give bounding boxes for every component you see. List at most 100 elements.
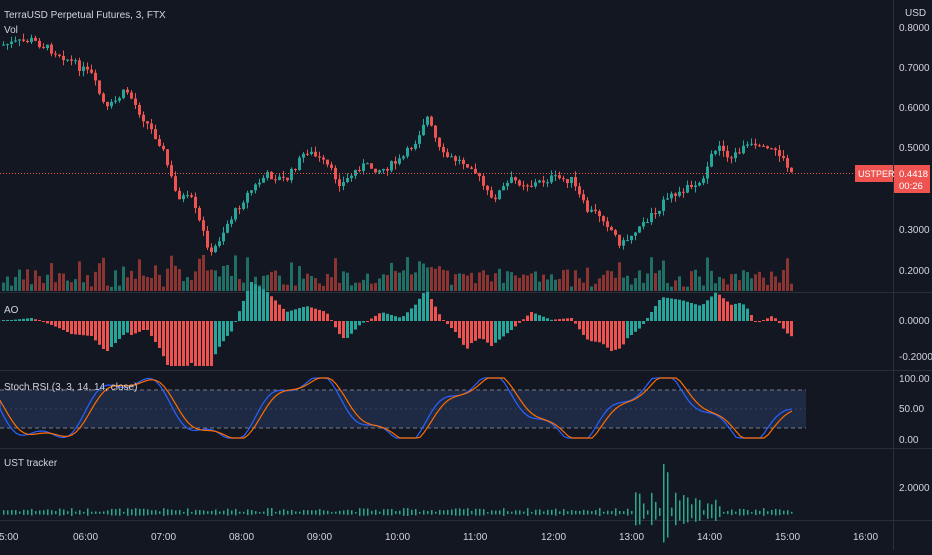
volume-bar <box>734 273 737 291</box>
volume-bar <box>430 267 433 291</box>
ust-tracker-bar <box>399 510 401 515</box>
candle-body <box>614 230 617 235</box>
ust-tracker-bar <box>287 510 289 515</box>
ao-bar <box>598 321 601 343</box>
candle-body <box>422 124 425 136</box>
ao-bar <box>254 284 257 321</box>
volume-bar <box>62 273 65 291</box>
candle-body <box>38 40 41 48</box>
ao-bar <box>482 321 485 340</box>
candle-body <box>318 156 321 158</box>
volume-bar <box>338 282 341 291</box>
volume-bar <box>654 273 657 291</box>
ust-tracker-bar <box>619 511 621 515</box>
volume-bar <box>506 271 509 291</box>
ao-bar <box>274 300 277 321</box>
ao-bar <box>734 303 737 321</box>
volume-bar <box>442 269 445 291</box>
symbol-title[interactable]: TerraUSD Perpetual Futures, 3, FTX <box>4 10 166 21</box>
volume-bar <box>662 260 665 291</box>
ust-tracker-bar <box>131 509 133 516</box>
candle-body <box>142 114 145 122</box>
candle-body <box>166 149 169 166</box>
ao-bar <box>46 321 49 324</box>
ao-bar <box>750 315 753 321</box>
volume-bar <box>482 270 485 291</box>
candle-body <box>234 208 237 220</box>
volume-bar <box>182 281 185 291</box>
candle-body <box>86 66 89 70</box>
volume-bar <box>66 280 69 291</box>
ust-tracker-bar <box>147 509 149 516</box>
ao-bar <box>582 321 585 335</box>
ust-tracker-bar <box>515 510 517 515</box>
ao-bar <box>786 321 789 334</box>
candle-body <box>634 232 637 236</box>
candle-body <box>34 37 37 41</box>
volume-bar <box>382 274 385 291</box>
volume-bar <box>578 278 581 291</box>
candle-body <box>722 145 725 151</box>
candle-body <box>734 152 737 159</box>
ao-bar <box>142 321 145 330</box>
ust-tracker-bar <box>655 501 657 520</box>
ust-tracker-bar <box>583 509 585 515</box>
ust-tracker-bar <box>239 511 241 514</box>
ust-tracker-bar <box>579 510 581 515</box>
time-label: 13:00 <box>619 532 644 543</box>
candle-body <box>62 55 65 61</box>
time-axis[interactable]: 5:00 06:00 07:00 08:00 09:00 10:00 11:00… <box>0 532 878 543</box>
ust-tracker-bar <box>443 510 445 515</box>
volume-bar <box>2 282 5 291</box>
ust-tracker-bar <box>679 500 681 521</box>
ao-bar <box>630 321 633 335</box>
ao-bar <box>134 321 137 334</box>
candle-body <box>82 66 85 71</box>
candle-body <box>290 168 293 181</box>
candle-body <box>558 175 561 179</box>
candle-body <box>742 145 745 154</box>
ust-tracker-bar <box>527 508 529 516</box>
currency-label[interactable]: USD <box>905 8 926 19</box>
ao-bar <box>414 304 417 321</box>
candle-body <box>766 146 769 149</box>
ust-tracker-legend-label[interactable]: UST tracker <box>4 458 58 469</box>
ao-bar <box>154 321 157 342</box>
candle-body <box>462 159 465 165</box>
volume-legend-label[interactable]: Vol <box>4 25 18 36</box>
ao-bar <box>462 321 465 345</box>
ao-bar <box>146 321 149 330</box>
volume-bar <box>150 277 153 291</box>
volume-bar <box>718 276 721 291</box>
candle-body <box>498 190 501 200</box>
volume-bar <box>498 268 501 291</box>
candle-body <box>698 182 701 186</box>
volume-bar <box>738 280 741 291</box>
ao-legend-label[interactable]: AO <box>4 305 19 316</box>
ao-bar <box>102 321 105 349</box>
ust-tracker-bar <box>503 508 505 516</box>
ao-bar <box>770 316 773 321</box>
candle-body <box>598 211 601 217</box>
candle-body <box>2 44 5 46</box>
volume-bar <box>658 270 661 291</box>
time-label: 5:00 <box>0 532 19 543</box>
volume-bar <box>514 275 517 291</box>
ust-tracker-bar <box>775 508 777 516</box>
ao-bar <box>474 321 477 341</box>
ust-tracker-bar <box>519 510 521 515</box>
candle-body <box>754 143 757 146</box>
ust-tracker-bar <box>699 499 701 521</box>
ust-tracker-bar <box>51 510 53 515</box>
volume-bar <box>330 277 333 291</box>
volume-bar <box>310 275 313 291</box>
ao-bar <box>434 306 437 321</box>
volume-bar <box>614 277 617 291</box>
volume-bar <box>262 275 265 291</box>
candle-body <box>314 151 317 157</box>
volume-bar <box>534 271 537 291</box>
stoch-tick: 50.00 <box>899 404 924 415</box>
candle-body <box>578 186 581 195</box>
stoch-rsi-legend-label[interactable]: Stoch RSI (3, 3, 14, 14, close) <box>4 382 137 393</box>
